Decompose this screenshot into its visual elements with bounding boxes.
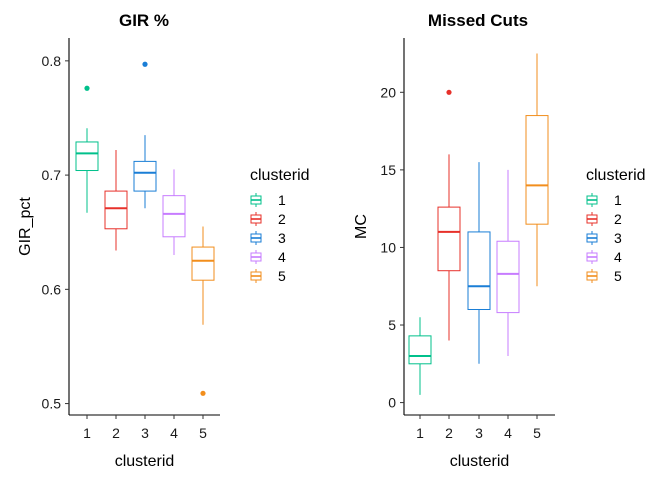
x-tick-label: 3 — [141, 425, 149, 441]
x-tick-label: 1 — [83, 425, 91, 441]
y-tick-label: 0.5 — [42, 396, 62, 412]
legend-item-label: 3 — [278, 230, 286, 246]
y-tick-label: 0.7 — [42, 167, 62, 183]
legend-key-1 — [250, 193, 262, 207]
box-iqr — [162, 195, 186, 238]
y-tick-label: 20 — [380, 84, 396, 100]
y-axis-label: GIR_pct — [17, 197, 34, 256]
x-tick-label: 4 — [170, 425, 178, 441]
legend-key-2 — [250, 212, 262, 226]
legend-key-4 — [586, 250, 598, 264]
x-tick-label: 3 — [475, 425, 483, 441]
box-cluster-2 — [437, 89, 461, 341]
box-cluster-1 — [408, 317, 432, 395]
legend-item-label: 4 — [614, 249, 622, 265]
legend-item-label: 2 — [278, 211, 286, 227]
box-iqr — [525, 115, 549, 225]
box-iqr — [467, 231, 491, 311]
outlier-point — [446, 89, 452, 95]
y-tick-label: 0.8 — [42, 53, 62, 69]
box-iqr — [191, 246, 215, 281]
legend-title: clusterid — [586, 167, 646, 184]
x-tick-label: 5 — [533, 425, 541, 441]
legend-item-label: 5 — [614, 268, 622, 284]
legend-key-3 — [250, 231, 262, 245]
legend-key-3 — [586, 231, 598, 245]
box-iqr — [408, 335, 432, 365]
y-tick-label: 15 — [380, 162, 396, 178]
x-axis-label: clusterid — [450, 453, 510, 470]
y-tick-label: 0.6 — [42, 281, 62, 297]
legend-item-label: 2 — [614, 211, 622, 227]
box-cluster-2 — [104, 149, 128, 251]
legend-item-label: 5 — [278, 268, 286, 284]
box-cluster-1 — [75, 85, 99, 213]
box-cluster-3 — [133, 61, 157, 209]
legend-title: clusterid — [250, 167, 310, 184]
box-iqr — [75, 141, 99, 172]
legend-item-label: 1 — [278, 192, 286, 208]
legend-key-5 — [586, 269, 598, 283]
panel-1: GIR %0.50.60.70.81 2 3 4 5clusteridGIR_pctcl… — [17, 11, 310, 470]
y-axis-label: MC — [353, 214, 370, 239]
legend-key-1 — [586, 193, 598, 207]
box-cluster-5 — [525, 53, 549, 287]
x-tick-label: 5 — [199, 425, 207, 441]
legend: clusterid 1 2 3 4 5 — [586, 167, 646, 284]
legend-item-label: 3 — [614, 230, 622, 246]
box-iqr — [437, 206, 461, 272]
box-iqr — [496, 240, 520, 314]
panel-title: Missed Cuts — [428, 11, 528, 30]
outlier-point — [84, 85, 90, 91]
legend: clusterid 1 2 3 4 5 — [250, 167, 310, 284]
box-cluster-4 — [162, 169, 186, 256]
legend-key-5 — [250, 269, 262, 283]
outlier-point — [200, 390, 206, 396]
x-tick-label: 1 — [416, 425, 424, 441]
panel-title: GIR % — [119, 11, 169, 30]
legend-item-label: 4 — [278, 249, 286, 265]
y-tick-label: 10 — [380, 239, 396, 255]
y-tick-label: 0 — [388, 395, 396, 411]
x-tick-label: 2 — [445, 425, 453, 441]
box-iqr — [133, 160, 157, 192]
outlier-point — [142, 61, 148, 67]
legend-key-2 — [586, 212, 598, 226]
y-tick-label: 5 — [388, 317, 396, 333]
legend-item-label: 1 — [614, 192, 622, 208]
x-tick-label: 4 — [504, 425, 512, 441]
box-iqr — [104, 190, 128, 230]
box-cluster-5 — [191, 226, 215, 396]
box-cluster-3 — [467, 162, 491, 364]
x-tick-label: 2 — [112, 425, 120, 441]
x-axis-label: clusterid — [115, 453, 175, 470]
box-cluster-4 — [496, 169, 520, 357]
legend-key-4 — [250, 250, 262, 264]
